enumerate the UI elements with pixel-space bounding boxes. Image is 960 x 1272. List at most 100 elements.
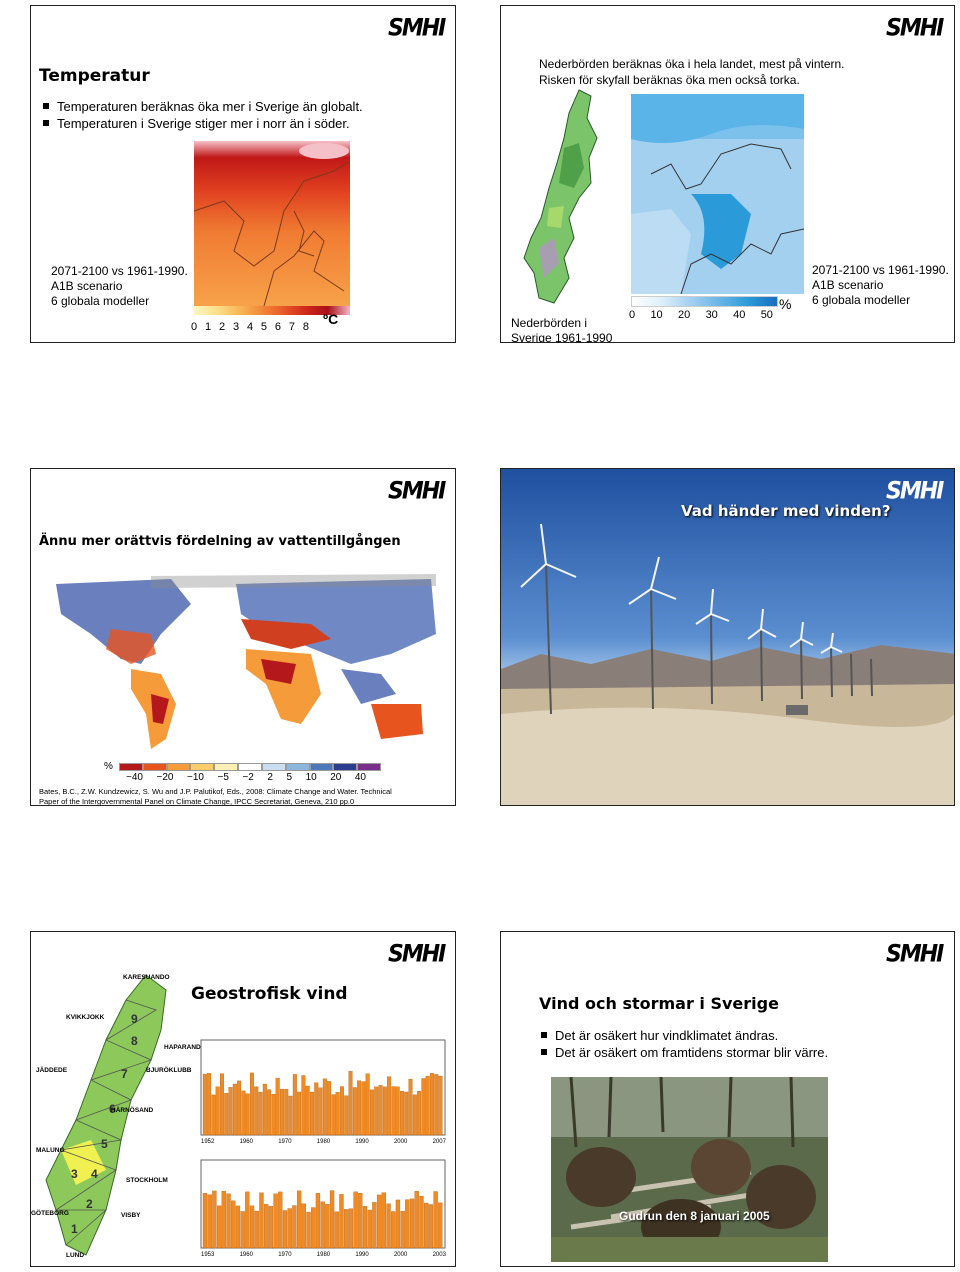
chart-bar: [414, 1191, 419, 1249]
chart-bar: [306, 1211, 311, 1249]
station-label: GÖTEBORG: [31, 1210, 69, 1217]
chart-bar: [391, 1211, 396, 1249]
chart-bar: [391, 1086, 396, 1136]
station-label: JÄDDEDE: [36, 1067, 68, 1074]
chart-bar: [438, 1075, 443, 1136]
colorbar-segment: [285, 763, 310, 771]
chart-bar: [378, 1085, 383, 1136]
chart-bar: [311, 1207, 316, 1249]
station-label: KARESUANDO: [123, 974, 170, 981]
region-5: 5: [101, 1137, 108, 1151]
chart-bar: [245, 1093, 250, 1136]
temperature-unit: ºC: [323, 311, 339, 327]
chart-bar: [381, 1192, 386, 1249]
precipitation-change-map: [631, 94, 804, 294]
chart-bar: [264, 1204, 269, 1249]
chart-bar: [417, 1090, 422, 1136]
chart-bar: [424, 1202, 429, 1249]
chart-bar: [235, 1205, 241, 1249]
chart-bar: [344, 1095, 349, 1136]
smhi-logo: SMHI: [886, 477, 944, 506]
region-1: 1: [71, 1222, 78, 1236]
chart-bar: [331, 1094, 336, 1136]
chart-bar: [429, 1073, 434, 1136]
chart-bar: [258, 1091, 263, 1136]
slide-geostrofisk-vind: SMHI Geostrofisk vind 9 8 7 6 5 4 3 2 1 …: [30, 931, 456, 1267]
chart-bar: [421, 1078, 426, 1136]
chart-bar: [219, 1073, 224, 1136]
sweden-region-map: [45, 974, 167, 1256]
chart-bar: [262, 1083, 267, 1136]
geostrophic-wind-chart-top: [200, 1039, 446, 1136]
chart-bar: [361, 1081, 366, 1136]
region-4: 4: [91, 1167, 98, 1181]
station-label: HAPARANDA: [164, 1044, 206, 1051]
chart-bar: [275, 1078, 280, 1136]
bullet-item: Det är osäkert om framtidens stormar bli…: [539, 1044, 939, 1061]
water-scale-ticks: −40 −20 −10 −5 −2 2 5 10 20 40: [126, 772, 366, 783]
temperature-colorbar: [194, 306, 350, 315]
chart-bar: [372, 1202, 377, 1249]
chart-bar: [212, 1190, 217, 1249]
chart-bar: [409, 1198, 415, 1249]
sweden-map-caption: Nederbörden i Sverige 1961-1990: [511, 316, 613, 343]
chart-bar: [249, 1072, 254, 1136]
chart-bar: [367, 1209, 372, 1249]
chart-bar: [240, 1211, 245, 1249]
chart-bar: [408, 1078, 413, 1136]
chart-bar: [348, 1071, 353, 1136]
water-scale-unit: %: [104, 761, 113, 772]
station-label: MALUNG: [36, 1147, 65, 1154]
colorbar-segment: [357, 763, 381, 771]
chart-bar: [284, 1088, 289, 1136]
chart-bar: [325, 1204, 330, 1249]
bullet-item: Det är osäkert hur vindklimatet ändras.: [539, 1027, 939, 1044]
slide-title: Geostrofisk vind: [191, 984, 348, 1004]
colorbar-segment: [166, 763, 191, 771]
smhi-logo: SMHI: [886, 14, 944, 43]
chart-bar: [259, 1192, 264, 1249]
region-2: 2: [86, 1197, 93, 1211]
chart-bar: [254, 1086, 259, 1136]
citation: Bates, B.C., Z.W. Kundzewicz, S. Wu and …: [39, 787, 392, 806]
region-6: 6: [109, 1102, 116, 1116]
colorbar-segment: [333, 763, 358, 771]
chart-bar: [395, 1199, 401, 1249]
slide-title: Ännu mer orättvis fördelning av vattenti…: [39, 534, 401, 549]
station-label: VISBY: [121, 1212, 141, 1219]
bullet-item: Temperaturen beräknas öka mer i Sverige …: [41, 98, 441, 115]
chart-bar: [271, 1093, 276, 1136]
colorbar-segment: [190, 763, 215, 771]
colorbar-segment: [238, 763, 262, 771]
chart-bar: [221, 1191, 226, 1249]
region-7: 7: [121, 1067, 128, 1081]
chart-bar: [207, 1194, 212, 1249]
chart-bar: [374, 1086, 379, 1136]
colorbar-segment: [142, 763, 167, 771]
region-9: 9: [131, 1012, 138, 1026]
slide-temperatur: SMHI Temperatur Temperaturen beräknas ök…: [30, 5, 456, 343]
smhi-logo: SMHI: [388, 14, 446, 43]
station-label: BJURÖKLUBB: [146, 1067, 192, 1074]
chart-bar: [301, 1203, 306, 1249]
photo-caption: Gudrun den 8 januari 2005: [619, 1209, 770, 1223]
region-8: 8: [131, 1034, 138, 1048]
slide-vind-och-stormar: SMHI Vind och stormar i Sverige Det är o…: [500, 931, 955, 1267]
chart-bar: [433, 1191, 438, 1249]
precipitation-colorbar: [631, 296, 778, 307]
water-colorbar: [119, 763, 381, 771]
chart-bar: [231, 1200, 236, 1249]
region-3: 3: [71, 1167, 78, 1181]
chart-bar: [335, 1092, 340, 1136]
chart-bar: [438, 1202, 443, 1249]
chart-bar: [395, 1086, 400, 1136]
intro-text: Nederbörden beräknas öka i hela landet, …: [539, 57, 845, 87]
chart-bar: [399, 1091, 404, 1136]
chart-bar: [292, 1074, 297, 1136]
chart-bar: [268, 1206, 274, 1249]
scenario-caption: 2071-2100 vs 1961-1990. A1B scenario 6 g…: [812, 263, 949, 307]
chart-bar: [404, 1091, 409, 1136]
station-label: HÄRNÖSAND: [111, 1107, 154, 1114]
geostrophic-wind-chart-bottom: [200, 1159, 446, 1249]
chart-bar: [382, 1086, 387, 1136]
